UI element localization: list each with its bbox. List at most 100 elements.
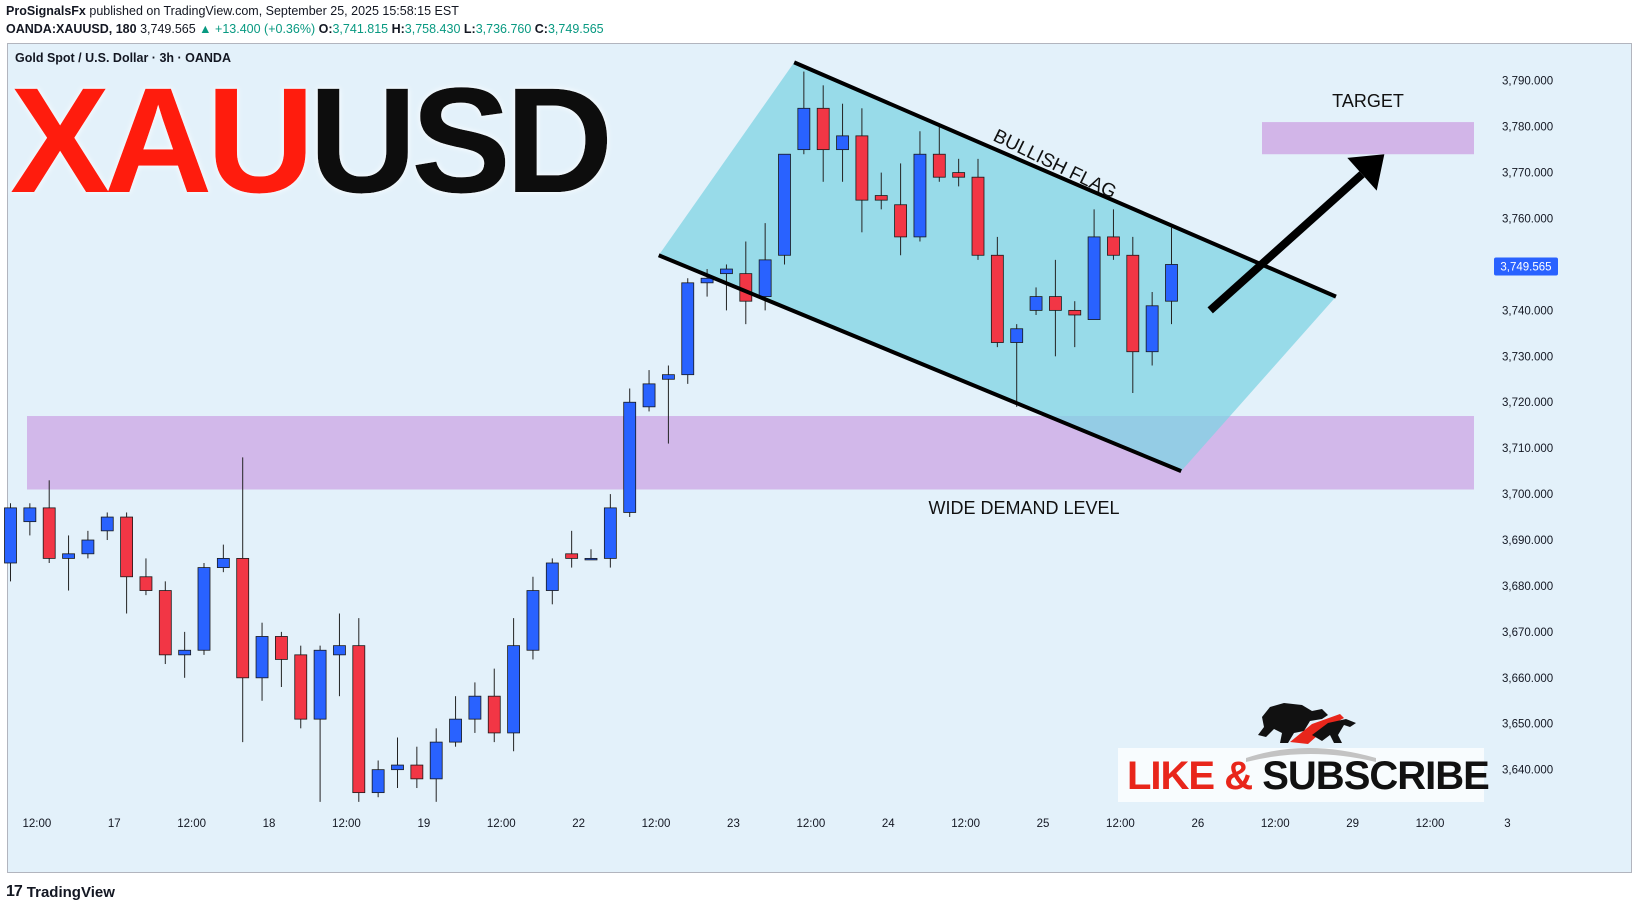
candle-body	[1049, 296, 1062, 311]
x-tick-label: 3	[1504, 818, 1510, 830]
candle	[855, 108, 869, 233]
candle-body	[313, 649, 327, 720]
candle-body	[952, 172, 966, 178]
candle	[391, 737, 404, 789]
like-subscribe-cta[interactable]: LIKE &	[1127, 754, 1263, 798]
candle	[429, 728, 443, 802]
candle-body	[333, 645, 346, 656]
y-tick-label: 3,710.000	[1502, 443, 1553, 455]
flag-upper-line	[793, 60, 1337, 299]
x-tick-label: 19	[417, 818, 430, 830]
demand-zone	[27, 416, 1474, 490]
candle	[1010, 324, 1024, 407]
y-tick-label: 3,790.000	[1502, 76, 1553, 88]
svg-text:XAUUSD: XAUUSD	[10, 56, 608, 224]
candle	[42, 480, 56, 563]
candle-body	[1087, 236, 1101, 320]
candle-body	[971, 176, 985, 256]
x-tick-label: 23	[727, 818, 740, 830]
candle-body	[410, 764, 424, 780]
candle-body	[894, 204, 907, 238]
x-tick-label: 26	[1191, 818, 1204, 830]
candle-body	[4, 507, 17, 564]
candle	[971, 158, 985, 260]
candle-body	[1010, 328, 1024, 343]
candle-body	[62, 553, 75, 559]
candle	[62, 535, 75, 591]
candle	[720, 264, 733, 311]
candle-body	[255, 636, 269, 679]
candle-body	[487, 695, 501, 734]
candle-body	[720, 268, 733, 275]
target-label: TARGET	[1332, 91, 1404, 111]
low-label: L:	[463, 22, 476, 36]
candle	[507, 618, 521, 752]
candle	[294, 645, 308, 729]
price-axis[interactable]	[1484, 44, 1631, 872]
footer-brand[interactable]: 17 TradingView	[6, 883, 115, 901]
candle	[139, 558, 153, 596]
candle-body	[1145, 305, 1159, 353]
x-tick-label: 22	[572, 818, 585, 830]
y-tick-label: 3,690.000	[1502, 535, 1553, 547]
target-arrow-icon	[1347, 154, 1385, 191]
change-arrow-icon: ▲	[199, 22, 212, 36]
candle	[526, 576, 540, 660]
publish-info: ProSignalsFx published on TradingView.co…	[6, 4, 459, 18]
candle-body	[836, 135, 849, 151]
open-label: O:	[318, 22, 333, 36]
candle	[913, 131, 927, 242]
candle-body	[700, 277, 714, 284]
candle-body	[42, 507, 56, 559]
demand-label: WIDE DEMAND LEVEL	[928, 498, 1119, 518]
candle	[1068, 301, 1082, 348]
svg-text:LIKE & SUBSCRIBE: LIKE & SUBSCRIBE	[1127, 754, 1489, 798]
y-tick-label: 3,670.000	[1502, 627, 1553, 639]
candle-body	[816, 107, 830, 151]
candle-body	[81, 539, 95, 555]
candle-body	[23, 507, 37, 523]
candle-body	[197, 567, 211, 651]
candle-body	[429, 741, 443, 780]
candle	[874, 172, 888, 210]
candle-body	[623, 401, 637, 513]
x-tick-label: 24	[882, 818, 895, 830]
candle	[371, 760, 385, 798]
y-tick-label: 3,770.000	[1502, 168, 1553, 180]
x-tick-label: 12:00	[177, 818, 206, 830]
close-value: 3,749.565	[547, 22, 604, 36]
candle	[662, 365, 675, 444]
candle-body	[139, 576, 153, 591]
x-tick-label: 12:00	[1261, 818, 1290, 830]
publish-text: published on TradingView.com, September …	[89, 4, 459, 18]
y-tick-label: 3,760.000	[1502, 214, 1553, 226]
last-price: 3,749.565	[140, 22, 196, 36]
candle-body	[797, 107, 811, 151]
candle-body	[1107, 236, 1120, 256]
y-tick-label: 3,660.000	[1502, 673, 1553, 685]
footer-brand-label: TradingView	[26, 883, 115, 901]
candle-body	[1126, 254, 1140, 353]
author-name[interactable]: ProSignalsFx	[6, 4, 86, 18]
like-subscribe-cta-2[interactable]: SUBSCRIBE	[1262, 754, 1490, 798]
candle-body	[681, 282, 695, 376]
x-tick-label: 12:00	[642, 818, 671, 830]
candle-body	[603, 507, 617, 559]
candle-body	[874, 195, 888, 201]
candle-body	[526, 590, 540, 651]
candle	[1029, 287, 1043, 315]
candle	[1126, 236, 1140, 394]
candle	[565, 530, 579, 568]
candle	[642, 370, 656, 412]
current-price-badge	[1494, 257, 1558, 276]
x-tick-label: 12:00	[487, 818, 516, 830]
x-tick-label: 29	[1346, 818, 1359, 830]
candle	[1165, 227, 1178, 325]
candle	[816, 85, 830, 182]
symbol-label: OANDA:XAUUSD, 180	[6, 22, 137, 36]
candle-body	[120, 516, 133, 578]
candle-body	[178, 649, 192, 656]
y-tick-label: 3,730.000	[1502, 351, 1553, 363]
candle-body	[294, 654, 308, 720]
